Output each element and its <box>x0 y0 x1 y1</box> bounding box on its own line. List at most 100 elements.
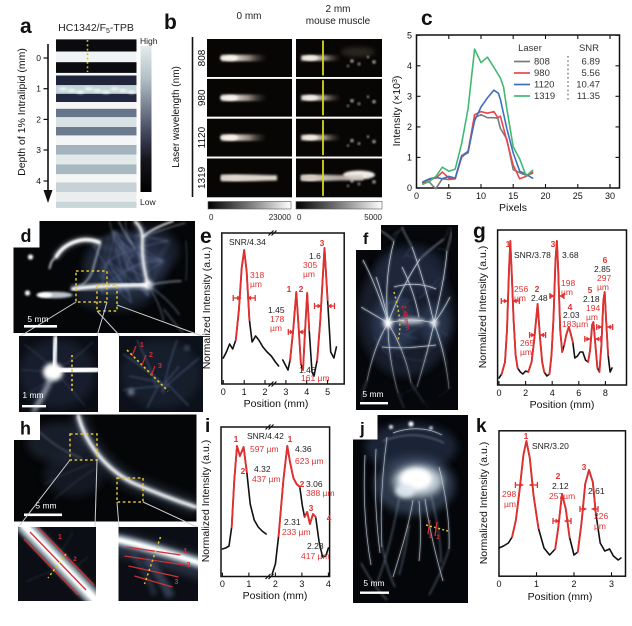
svg-text:1.45: 1.45 <box>268 305 285 315</box>
svg-text:1: 1 <box>288 434 293 444</box>
svg-text:Laser wavelength (nm): Laser wavelength (nm) <box>171 66 182 168</box>
svg-text:305: 305 <box>303 260 317 270</box>
svg-text:a: a <box>20 15 32 38</box>
svg-text:Normalized Intensity (a.u.): Normalized Intensity (a.u.) <box>477 246 489 369</box>
svg-text:2: 2 <box>556 471 561 481</box>
svg-text:4: 4 <box>407 61 412 71</box>
svg-text:5 mm: 5 mm <box>362 389 383 399</box>
svg-text:mouse muscle: mouse muscle <box>306 16 371 27</box>
svg-text:0 mm: 0 mm <box>237 11 262 22</box>
svg-text:3: 3 <box>175 579 179 586</box>
svg-text:2: 2 <box>273 579 278 589</box>
svg-text:2.61: 2.61 <box>588 486 605 496</box>
svg-text:1 mm: 1 mm <box>22 390 43 400</box>
svg-text:2: 2 <box>149 350 153 359</box>
svg-text:2: 2 <box>535 284 540 294</box>
svg-text:1: 1 <box>36 84 41 94</box>
svg-text:3: 3 <box>407 91 412 101</box>
svg-text:10.47: 10.47 <box>576 80 600 91</box>
svg-text:297: 297 <box>597 273 611 283</box>
svg-text:597 µm: 597 µm <box>250 444 279 454</box>
svg-text:Normalized Intensity (a.u.): Normalized Intensity (a.u.) <box>200 440 212 563</box>
svg-text:0: 0 <box>496 388 501 398</box>
svg-text:5: 5 <box>407 30 412 40</box>
svg-text:4: 4 <box>326 579 331 589</box>
svg-text:3: 3 <box>299 579 304 589</box>
svg-text:1: 1 <box>234 434 239 444</box>
svg-text:3: 3 <box>309 503 314 513</box>
svg-text:2.28: 2.28 <box>307 541 324 551</box>
svg-text:11.35: 11.35 <box>577 91 600 102</box>
svg-text:Normalized Intensity (a.u.): Normalized Intensity (a.u.) <box>478 442 490 565</box>
svg-text:388 µm: 388 µm <box>306 488 335 498</box>
svg-text:2: 2 <box>300 479 305 489</box>
svg-text:Position (mm): Position (mm) <box>243 590 308 602</box>
svg-text:1120: 1120 <box>534 80 554 91</box>
svg-text:SNR/3.78: SNR/3.78 <box>514 250 551 260</box>
svg-text:Laser: Laser <box>518 43 542 54</box>
svg-text:3: 3 <box>320 238 325 248</box>
svg-text:k: k <box>476 416 487 437</box>
svg-text:µm: µm <box>514 293 526 303</box>
svg-text:4: 4 <box>550 388 555 398</box>
svg-text:265: 265 <box>520 338 534 348</box>
svg-text:8: 8 <box>603 388 608 398</box>
svg-text:178: 178 <box>270 314 284 324</box>
svg-text:298: 298 <box>502 489 516 499</box>
svg-text:2: 2 <box>407 122 412 132</box>
svg-text:226: 226 <box>594 511 608 521</box>
svg-text:c: c <box>421 7 433 30</box>
svg-text:0: 0 <box>220 579 225 589</box>
svg-text:5000: 5000 <box>364 213 382 222</box>
svg-text:5: 5 <box>588 285 593 295</box>
svg-text:3: 3 <box>283 387 288 397</box>
svg-text:1: 1 <box>407 152 412 162</box>
svg-text:1: 1 <box>287 284 292 294</box>
svg-text:4: 4 <box>568 302 573 312</box>
svg-text:1: 1 <box>428 534 432 540</box>
svg-text:3.06: 3.06 <box>306 479 323 489</box>
svg-text:2.85: 2.85 <box>594 264 611 274</box>
svg-text:d: d <box>21 226 32 246</box>
svg-text:µm: µm <box>594 521 606 531</box>
svg-text:µm: µm <box>270 323 282 333</box>
svg-text:4.36: 4.36 <box>295 444 312 454</box>
svg-text:0: 0 <box>414 191 419 201</box>
svg-text:1.6: 1.6 <box>309 251 321 261</box>
svg-text:2: 2 <box>436 535 440 541</box>
svg-text:2 mm: 2 mm <box>326 4 351 15</box>
svg-text:1: 1 <box>534 579 539 589</box>
svg-text:2: 2 <box>263 387 268 397</box>
svg-text:1: 1 <box>184 548 188 555</box>
svg-text:20: 20 <box>540 191 550 201</box>
svg-text:1120: 1120 <box>197 126 208 148</box>
svg-text:437 µm: 437 µm <box>252 474 281 484</box>
svg-text:Low: Low <box>140 197 156 207</box>
svg-text:SNR/3.20: SNR/3.20 <box>532 441 569 451</box>
svg-text:5: 5 <box>446 191 451 201</box>
svg-text:2.31: 2.31 <box>284 517 301 527</box>
svg-text:1319: 1319 <box>534 91 555 102</box>
svg-text:µm: µm <box>561 287 573 297</box>
svg-text:0: 0 <box>221 387 226 397</box>
svg-text:256: 256 <box>514 284 528 294</box>
svg-text:417 µm: 417 µm <box>301 551 330 561</box>
svg-text:2.03: 2.03 <box>563 310 580 320</box>
svg-text:SNR/4.42: SNR/4.42 <box>247 431 284 441</box>
svg-text:980: 980 <box>197 89 208 106</box>
svg-text:4: 4 <box>327 513 332 523</box>
svg-text:1.46: 1.46 <box>299 365 316 375</box>
svg-text:4: 4 <box>304 387 309 397</box>
svg-text:3: 3 <box>609 579 614 589</box>
svg-text:15: 15 <box>508 191 518 201</box>
svg-text:5: 5 <box>325 387 330 397</box>
svg-text:SNR: SNR <box>579 43 599 54</box>
svg-text:3: 3 <box>158 361 162 370</box>
svg-text:2: 2 <box>571 579 576 589</box>
svg-text:µm: µm <box>597 282 609 292</box>
svg-text:Position (mm): Position (mm) <box>530 399 595 411</box>
svg-text:4.32: 4.32 <box>254 464 271 474</box>
svg-text:6.89: 6.89 <box>582 57 601 68</box>
svg-text:Normalized Intensity (a.u.): Normalized Intensity (a.u.) <box>201 247 213 370</box>
svg-text:1: 1 <box>506 239 511 249</box>
